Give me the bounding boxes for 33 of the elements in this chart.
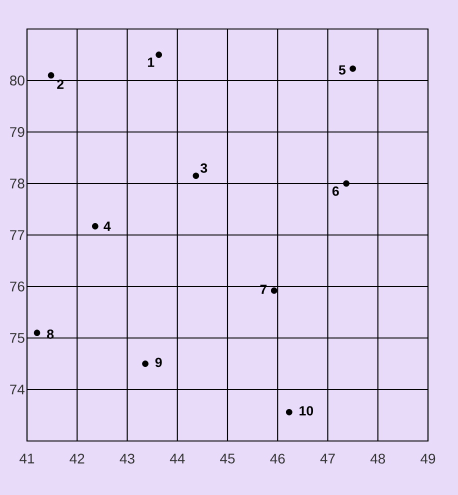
- point: [142, 360, 148, 367]
- annotation: 4: [104, 222, 111, 231]
- y-tick-label: 78: [10, 178, 24, 188]
- y-tick-label: 80: [10, 76, 24, 86]
- x-tick-label: 41: [20, 454, 34, 464]
- point: [156, 52, 162, 58]
- y-tick-label: 77: [10, 230, 24, 240]
- x-tick-label: 46: [270, 454, 285, 464]
- y-tick-label: 75: [10, 333, 24, 343]
- x-tick-label: 43: [120, 454, 134, 464]
- annotation: 9: [155, 358, 162, 368]
- x-tick-label: 45: [220, 454, 235, 464]
- point: [92, 223, 98, 230]
- annotation: 5: [338, 65, 346, 75]
- point: [343, 180, 350, 187]
- point: [34, 330, 40, 336]
- point: [350, 65, 356, 72]
- x-tick-label: 42: [70, 454, 84, 464]
- x-tick-label: 49: [420, 454, 436, 464]
- x-tick-label: 44: [170, 454, 185, 464]
- x-tick-label: 48: [370, 454, 386, 464]
- y-tick-label: 74: [10, 384, 25, 394]
- annotation: 10: [300, 406, 314, 416]
- point: [48, 72, 54, 79]
- annotation: 3: [200, 163, 208, 173]
- point: [192, 172, 200, 179]
- annotation: 6: [332, 186, 339, 196]
- point: [286, 408, 292, 416]
- x-tick-label: 47: [320, 454, 335, 464]
- y-tick-label: 79: [10, 127, 24, 137]
- annotation: 1: [148, 58, 154, 67]
- y-tick-label: 76: [10, 282, 24, 292]
- point: [270, 287, 278, 294]
